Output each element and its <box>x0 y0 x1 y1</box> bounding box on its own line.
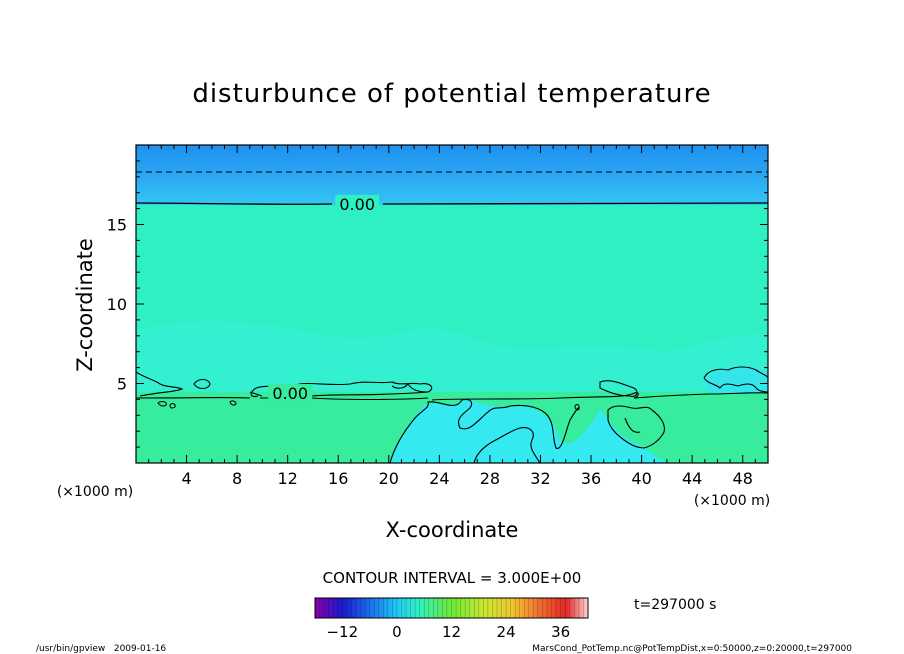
upper-band-fill <box>136 145 768 205</box>
contour-right-cloud <box>703 366 768 393</box>
x-tick-label: 24 <box>429 469 449 488</box>
contour-label-bg <box>268 384 313 401</box>
zero-contour-upper <box>136 202 768 205</box>
contour-interval-label: CONTOUR INTERVAL = 3.000E+00 <box>323 569 582 587</box>
x-tick-label: 36 <box>581 469 601 488</box>
contour-label: 0.00 <box>272 384 308 403</box>
x-tick-labels: 4 8 12 16 20 24 28 32 36 40 44 48 <box>181 469 752 488</box>
colorbar-stripes <box>314 598 589 618</box>
colorbar-tick-label: 12 <box>442 623 461 641</box>
contour-label: 0.00 <box>339 195 375 214</box>
contour-right-loop <box>599 380 665 449</box>
colorbar-tick-labels: −12 0 12 24 36 <box>326 623 570 641</box>
colorbar-tick-label: 24 <box>497 623 516 641</box>
colorbar: −12 0 12 24 36 <box>314 597 589 641</box>
colorbar-tick-label: 0 <box>392 623 402 641</box>
plot-area: 0.00 0.00 <box>136 145 768 463</box>
contour-label-bg <box>335 194 380 211</box>
x-unit-label-left: (×1000 m) <box>57 484 133 500</box>
contour-warm-pocket <box>389 398 579 463</box>
x-tick-label: 40 <box>631 469 651 488</box>
y-tick-labels: 5 10 15 <box>107 216 127 394</box>
warm-pocket-fill <box>390 398 668 463</box>
chart-title: disturbunce of potential temperature <box>192 79 711 109</box>
x-tick-label: 16 <box>328 469 348 488</box>
zero-contour-lower <box>136 371 433 401</box>
contour-labels: 0.00 0.00 <box>268 194 380 403</box>
x-tick-label: 12 <box>278 469 298 488</box>
y-tick-label: 5 <box>117 375 127 394</box>
time-label: t=297000 s <box>634 597 716 613</box>
x-tick-label: 32 <box>530 469 550 488</box>
footer-left: /usr/bin/gpview 2009-01-16 <box>36 644 166 654</box>
x-tick-label: 44 <box>682 469 702 488</box>
small-closed-contours <box>157 400 580 411</box>
colorbar-fill <box>314 597 589 619</box>
colorbar-tick-label: 36 <box>551 623 570 641</box>
x-axis-title: X-coordinate <box>386 518 519 542</box>
y-axis-title: Z-coordinate <box>73 238 97 372</box>
x-tick-label: 20 <box>379 469 399 488</box>
x-tick-label: 28 <box>480 469 500 488</box>
y-tick-label: 10 <box>107 295 127 314</box>
x-tick-label: 8 <box>232 469 242 488</box>
x-unit-label-right: (×1000 m) <box>694 493 770 509</box>
y-tick-label: 15 <box>107 216 127 235</box>
colorbar-tick-label: −12 <box>326 623 358 641</box>
x-tick-label: 4 <box>181 469 191 488</box>
x-tick-label: 48 <box>733 469 753 488</box>
mid-layer-tint <box>136 321 768 392</box>
footer-right: MarsCond_PotTemp.nc@PotTempDist,x=0:5000… <box>532 644 852 654</box>
axis-ticks <box>135 144 769 464</box>
